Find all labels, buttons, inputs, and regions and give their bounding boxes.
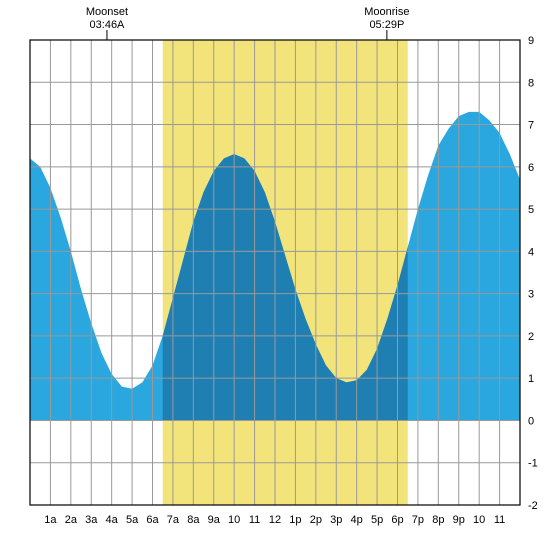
y-tick-label: 5 xyxy=(528,204,534,216)
x-tick-label: 11 xyxy=(494,514,505,526)
x-tick-label: 10 xyxy=(228,514,240,526)
x-tick-label: 3a xyxy=(85,514,98,526)
y-tick-label: 0 xyxy=(528,415,534,427)
x-tick-label: 2p xyxy=(310,514,322,526)
y-tick-label: 8 xyxy=(528,77,534,89)
y-tick-label: 1 xyxy=(528,373,534,385)
y-tick-label: -1 xyxy=(528,458,538,470)
x-tick-label: 12 xyxy=(269,514,281,526)
x-tick-label: 9p xyxy=(453,514,465,526)
y-tick-label: 3 xyxy=(528,289,534,301)
x-tick-label: 6a xyxy=(146,514,159,526)
y-tick-label: 2 xyxy=(528,331,534,343)
annotation-label: Moonrise xyxy=(364,6,409,18)
annotation-label: Moonset xyxy=(86,6,128,18)
x-tick-label: 6p xyxy=(391,514,403,526)
x-tick-label: 8a xyxy=(187,514,200,526)
y-tick-label: -2 xyxy=(528,500,538,512)
tide-chart: -2-101234567891a2a3a4a5a6a7a8a9a1011121p… xyxy=(0,0,550,550)
x-tick-label: 1p xyxy=(289,514,301,526)
y-tick-label: 7 xyxy=(528,120,534,132)
x-tick-label: 5p xyxy=(371,514,383,526)
x-tick-label: 2a xyxy=(65,514,78,526)
x-tick-label: 7a xyxy=(167,514,180,526)
x-tick-label: 5a xyxy=(126,514,139,526)
annotation-time: 05:29P xyxy=(369,19,404,31)
y-tick-label: 6 xyxy=(528,162,534,174)
x-tick-label: 11 xyxy=(249,514,260,526)
y-tick-label: 9 xyxy=(528,35,534,47)
annotation-time: 03:46A xyxy=(90,19,126,31)
x-tick-label: 8p xyxy=(432,514,444,526)
x-tick-label: 3p xyxy=(330,514,342,526)
y-tick-label: 4 xyxy=(528,246,534,258)
x-tick-label: 4p xyxy=(351,514,363,526)
x-tick-label: 4a xyxy=(106,514,119,526)
x-tick-label: 10 xyxy=(473,514,485,526)
x-tick-label: 7p xyxy=(412,514,424,526)
x-tick-label: 1a xyxy=(44,514,57,526)
x-tick-label: 9a xyxy=(208,514,221,526)
